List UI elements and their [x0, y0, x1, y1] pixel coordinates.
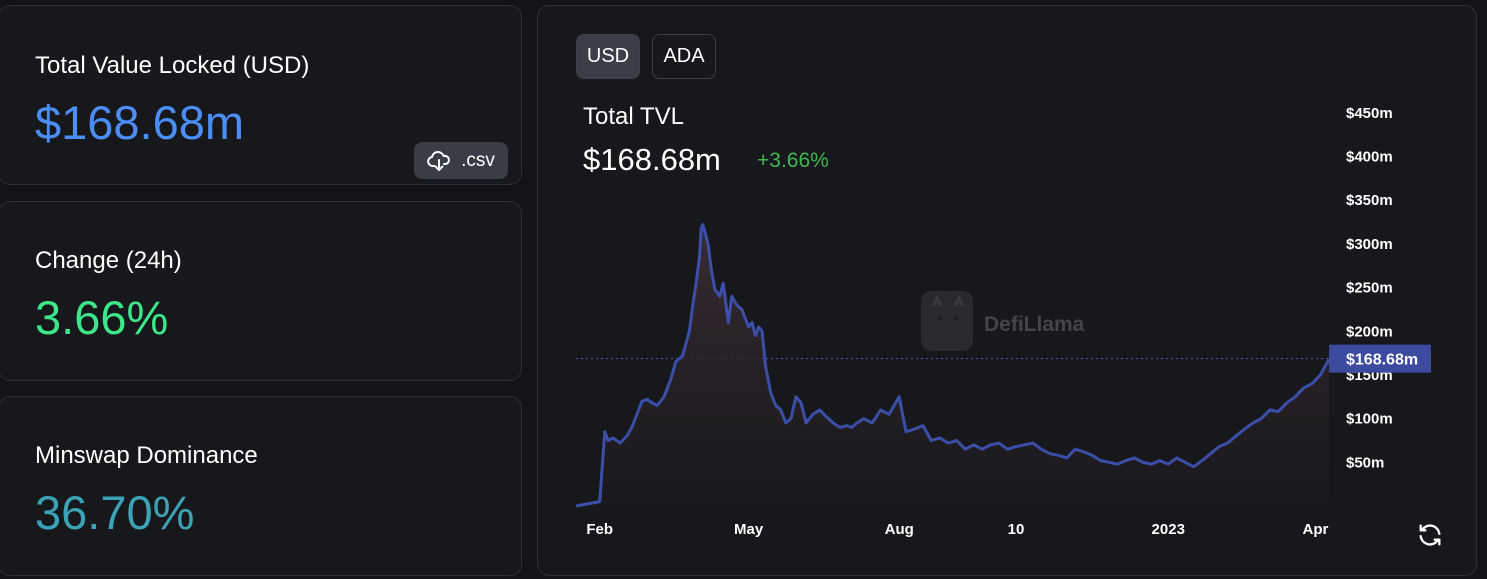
- watermark-text: DefiLlama: [984, 313, 1085, 336]
- current-value-label: $168.68m: [1346, 352, 1418, 369]
- y-tick-label: $400m: [1346, 149, 1393, 166]
- y-tick-label: $350m: [1346, 192, 1393, 209]
- x-axis: Feb May Aug 10 2023 Apr: [586, 521, 1328, 538]
- x-tick-label: Apr: [1303, 521, 1329, 538]
- chart-current-value: $168.68m: [583, 142, 721, 177]
- tvl-line: [575, 223, 1331, 508]
- chart-card: USD ADA Total TVL $168.68m +3.66% DefiLl…: [537, 5, 1477, 576]
- x-tick-label: 10: [1008, 521, 1025, 538]
- y-tick-label: $200m: [1346, 323, 1393, 340]
- chart-change: +3.66%: [757, 149, 829, 172]
- current-value-tag: $168.68m: [1329, 344, 1431, 373]
- currency-usd-button[interactable]: USD: [576, 34, 640, 79]
- csv-label: .csv: [461, 149, 495, 171]
- download-csv-button[interactable]: .csv: [414, 142, 508, 179]
- x-tick-label: Aug: [885, 521, 914, 538]
- cloud-download-icon: [427, 150, 451, 171]
- tvl-area: [576, 224, 1329, 506]
- tvl-value: $168.68m: [35, 96, 245, 149]
- tvl-label: Total Value Locked (USD): [35, 52, 310, 79]
- change-card: Change (24h) 3.66%: [0, 201, 522, 381]
- dominance-label: Minswap Dominance: [35, 442, 258, 469]
- watermark: DefiLlama: [921, 291, 1085, 351]
- dominance-value: 36.70%: [35, 486, 195, 539]
- change-label: Change (24h): [35, 247, 182, 274]
- currency-ada-button[interactable]: ADA: [652, 34, 716, 79]
- dominance-card: Minswap Dominance 36.70%: [0, 396, 522, 576]
- x-tick-label: 2023: [1152, 521, 1185, 538]
- y-tick-label: $250m: [1346, 280, 1393, 297]
- tvl-chart[interactable]: DefiLlama $50m$100m$150m$200m$250m$300m$…: [538, 6, 1476, 575]
- y-tick-label: $100m: [1346, 411, 1393, 428]
- llama-logo-icon: [921, 291, 973, 351]
- x-tick-label: May: [734, 521, 764, 538]
- chart-title: Total TVL: [583, 103, 684, 130]
- y-tick-label: $50m: [1346, 454, 1384, 471]
- y-axis: $50m$100m$150m$200m$250m$300m$350m$400m$…: [1346, 105, 1393, 471]
- change-value: 3.66%: [35, 291, 169, 344]
- tvl-card: Total Value Locked (USD) $168.68m .csv: [0, 5, 522, 185]
- y-tick-label: $300m: [1346, 236, 1393, 253]
- y-tick-label: $450m: [1346, 105, 1393, 122]
- refresh-icon[interactable]: [1416, 521, 1444, 549]
- x-tick-label: Feb: [586, 521, 613, 538]
